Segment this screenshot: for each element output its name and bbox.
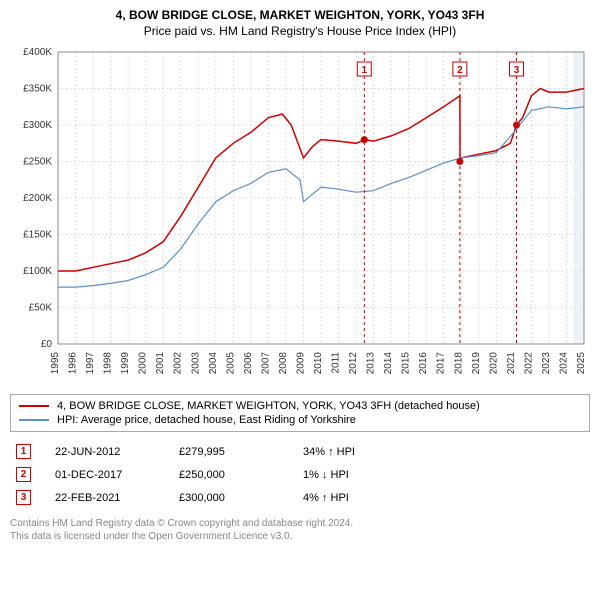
- legend-label: HPI: Average price, detached house, East…: [57, 414, 356, 426]
- sale-relative-hpi: 4% ↑ HPI: [303, 492, 403, 504]
- svg-text:1: 1: [362, 65, 368, 76]
- legend-row: HPI: Average price, detached house, East…: [19, 413, 581, 427]
- line-chart: £0 £50K £100K £150K £200K £250K £300K £350K £400…: [10, 44, 590, 384]
- svg-text:1996: 1996: [68, 352, 79, 375]
- svg-text:£300K: £300K: [23, 120, 52, 131]
- svg-text:2009: 2009: [295, 352, 306, 375]
- sale-price: £300,000: [179, 492, 279, 504]
- svg-text:£50K: £50K: [29, 303, 53, 314]
- svg-text:2012: 2012: [348, 352, 359, 375]
- svg-text:1997: 1997: [85, 352, 96, 375]
- footer-line-1: Contains HM Land Registry data © Crown c…: [10, 517, 590, 530]
- svg-text:£150K: £150K: [23, 230, 52, 241]
- legend-row: 4, BOW BRIDGE CLOSE, MARKET WEIGHTON, YO…: [19, 399, 581, 413]
- legend-box: 4, BOW BRIDGE CLOSE, MARKET WEIGHTON, YO…: [10, 394, 590, 432]
- svg-text:3: 3: [514, 65, 520, 76]
- svg-text:2016: 2016: [418, 352, 429, 375]
- chart-title: 4, BOW BRIDGE CLOSE, MARKET WEIGHTON, YO…: [10, 8, 590, 22]
- svg-text:2001: 2001: [155, 352, 166, 375]
- svg-text:2010: 2010: [313, 352, 324, 375]
- legend-swatch: [19, 419, 49, 421]
- sale-marker-icon: 3: [16, 490, 31, 505]
- sale-marker-icon: 1: [16, 444, 31, 459]
- sale-relative-hpi: 1% ↓ HPI: [303, 469, 403, 481]
- svg-text:2024: 2024: [558, 352, 569, 375]
- sale-price: £279,995: [179, 446, 279, 458]
- svg-text:2007: 2007: [260, 352, 271, 375]
- chart-container: 4, BOW BRIDGE CLOSE, MARKET WEIGHTON, YO…: [0, 0, 600, 551]
- sale-row: 2 01-DEC-2017 £250,000 1% ↓ HPI: [10, 463, 590, 486]
- sale-price: £250,000: [179, 469, 279, 481]
- svg-text:2021: 2021: [506, 352, 517, 375]
- svg-text:2014: 2014: [383, 352, 394, 375]
- svg-text:1995: 1995: [50, 352, 61, 375]
- sale-date: 01-DEC-2017: [55, 469, 155, 481]
- svg-text:1999: 1999: [120, 352, 131, 375]
- svg-text:2025: 2025: [576, 352, 587, 375]
- svg-text:£250K: £250K: [23, 157, 52, 168]
- footer-line-2: This data is licensed under the Open Gov…: [10, 530, 590, 543]
- svg-text:£100K: £100K: [23, 266, 52, 277]
- svg-text:£350K: £350K: [23, 84, 52, 95]
- svg-text:2000: 2000: [138, 352, 149, 375]
- sale-row: 1 22-JUN-2012 £279,995 34% ↑ HPI: [10, 440, 590, 463]
- svg-text:2013: 2013: [366, 352, 377, 375]
- svg-text:£200K: £200K: [23, 193, 52, 204]
- sale-row: 3 22-FEB-2021 £300,000 4% ↑ HPI: [10, 486, 590, 509]
- svg-text:2020: 2020: [488, 352, 499, 375]
- legend-swatch: [19, 405, 49, 407]
- svg-text:2006: 2006: [243, 352, 254, 375]
- svg-text:2011: 2011: [331, 352, 342, 374]
- chart-plot-area: £0 £50K £100K £150K £200K £250K £300K £350K £400…: [10, 44, 590, 384]
- svg-text:1998: 1998: [103, 352, 114, 375]
- svg-text:£0: £0: [41, 339, 53, 350]
- svg-text:2018: 2018: [453, 352, 464, 375]
- sale-date: 22-FEB-2021: [55, 492, 155, 504]
- svg-text:2008: 2008: [278, 352, 289, 375]
- footer-attribution: Contains HM Land Registry data © Crown c…: [10, 517, 590, 543]
- svg-text:2003: 2003: [190, 352, 201, 375]
- svg-text:2: 2: [457, 65, 463, 76]
- svg-text:2019: 2019: [471, 352, 482, 375]
- sales-list: 122-JUN-2012£279,99534% ↑ HPI201-DEC-201…: [10, 440, 590, 509]
- svg-text:2005: 2005: [225, 352, 236, 375]
- svg-text:2023: 2023: [541, 352, 552, 375]
- svg-text:2022: 2022: [523, 352, 534, 375]
- chart-subtitle: Price paid vs. HM Land Registry's House …: [10, 24, 590, 38]
- svg-text:2004: 2004: [208, 352, 219, 375]
- svg-text:£400K: £400K: [23, 47, 52, 58]
- sale-marker-icon: 2: [16, 467, 31, 482]
- sale-date: 22-JUN-2012: [55, 446, 155, 458]
- svg-text:2017: 2017: [436, 352, 447, 375]
- legend-label: 4, BOW BRIDGE CLOSE, MARKET WEIGHTON, YO…: [57, 400, 480, 412]
- svg-text:2015: 2015: [401, 352, 412, 375]
- svg-text:2002: 2002: [173, 352, 184, 375]
- sale-relative-hpi: 34% ↑ HPI: [303, 446, 403, 458]
